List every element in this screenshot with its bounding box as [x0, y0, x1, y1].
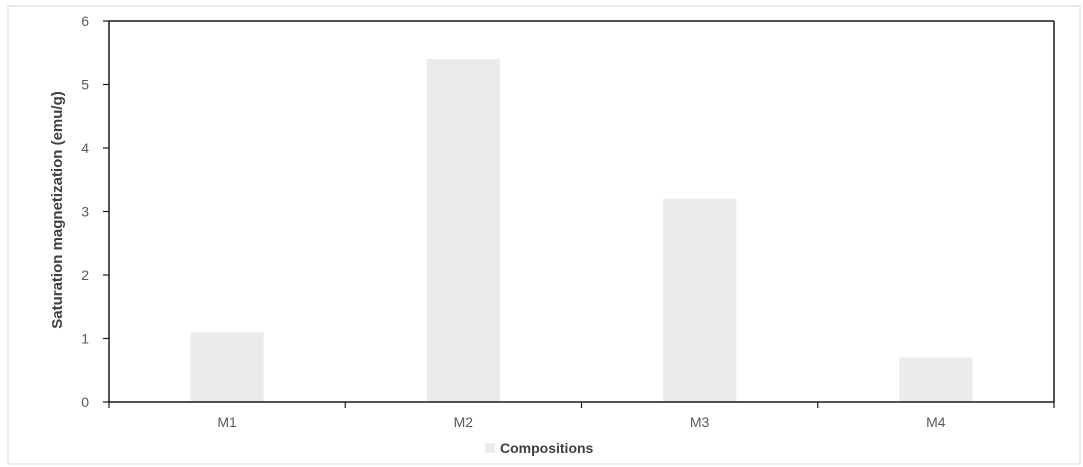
y-tick-label: 3: [81, 204, 89, 220]
y-tick-label: 1: [81, 331, 89, 347]
bar-m2: [426, 59, 500, 402]
bar-m4: [899, 357, 973, 402]
legend: Compositions: [485, 440, 594, 456]
y-tick-label: 0: [81, 394, 89, 410]
y-axis-title: Saturation magnetization (emu/g): [49, 91, 66, 329]
axes-group: [103, 20, 1055, 408]
y-tick-label: 4: [81, 140, 89, 156]
legend-label-compositions: Compositions: [500, 440, 594, 456]
x-tick-label-m1: M1: [217, 414, 237, 430]
y-tick-label: 6: [81, 13, 89, 29]
chart-outer-border: [7, 5, 1081, 465]
bar-m3: [663, 198, 737, 402]
y-tick-label: 2: [81, 267, 89, 283]
y-tick-label: 5: [81, 77, 89, 93]
x-tick-label-m3: M3: [690, 414, 710, 430]
bars-group: [190, 59, 973, 402]
x-tick-labels: M1 M2 M3 M4: [217, 414, 945, 430]
y-tick-labels: 0 1 2 3 4 5 6: [81, 13, 89, 410]
x-tick-label-m2: M2: [454, 414, 474, 430]
bar-m1: [190, 332, 264, 402]
x-tick-label-m4: M4: [926, 414, 946, 430]
legend-swatch-compositions: [485, 443, 495, 453]
